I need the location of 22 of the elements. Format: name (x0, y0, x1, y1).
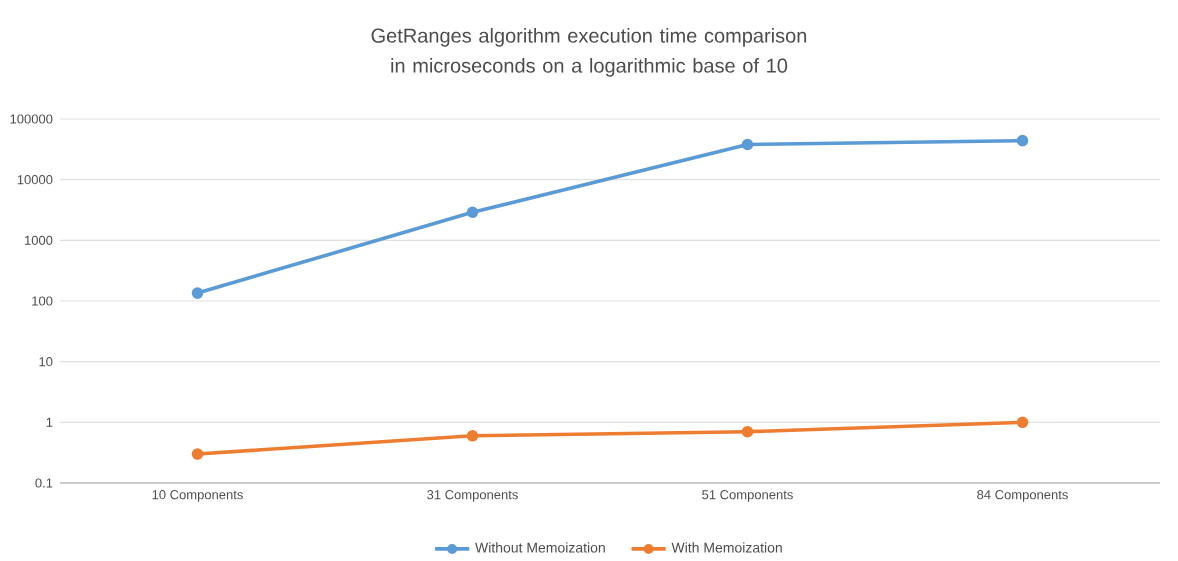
legend-label: With Memoization (671, 542, 782, 553)
y-tick-label: 1000 (25, 235, 53, 245)
y-tick-label: 0.1 (35, 478, 53, 488)
y-tick-label: 100000 (10, 114, 53, 124)
point (741, 138, 754, 151)
y-tick-label: 10 (39, 357, 53, 367)
point (466, 206, 479, 219)
point (741, 425, 754, 438)
point (191, 287, 204, 299)
x-tick-label: 84 Components (977, 490, 1068, 502)
chart-title: GetRanges algorithm execution time comparison in microseconds on a logarithmic base of 10 (371, 28, 807, 77)
y-tick-label: 100 (32, 296, 53, 306)
point (191, 448, 204, 460)
x-tick-label: 10 Components (152, 490, 243, 502)
point (1016, 416, 1029, 429)
y-tick-label: 1 (46, 417, 53, 427)
y-tick-label: 10000 (17, 175, 53, 185)
x-tick-label: 51 Components (702, 490, 793, 502)
point (466, 429, 479, 442)
x-tick-label: 31 Components (427, 490, 518, 502)
point (1016, 134, 1029, 147)
legend-label: Without Memoization (475, 542, 605, 553)
